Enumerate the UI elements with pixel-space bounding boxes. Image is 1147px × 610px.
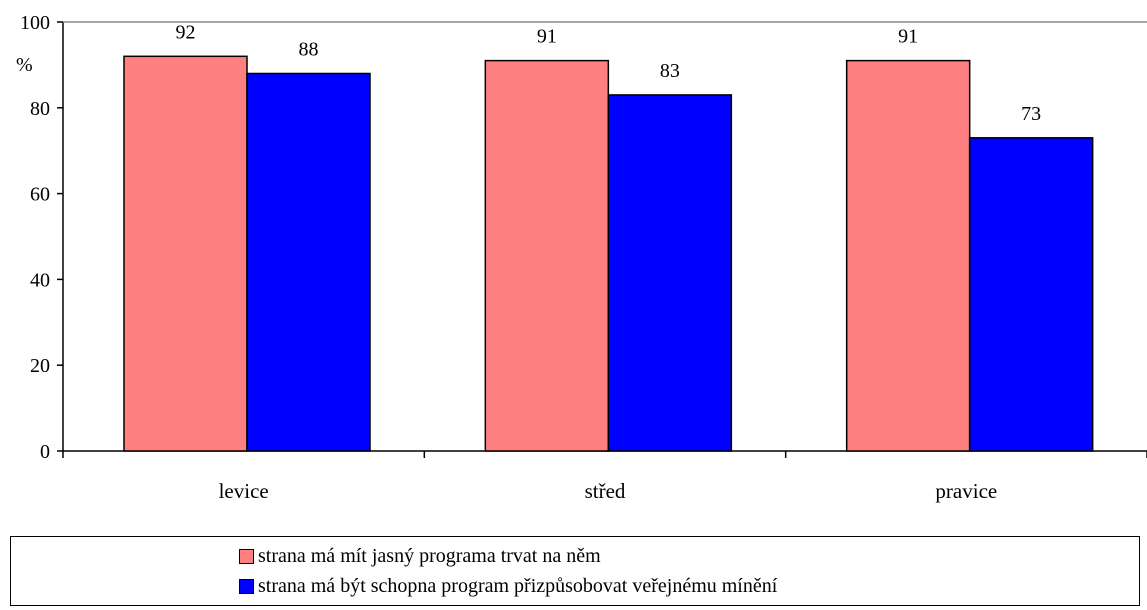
legend-item-series-1: strana má mít jasný programa trvat na ně… xyxy=(239,545,601,568)
bar-střed-series-1 xyxy=(484,59,610,452)
x-tick-label-střed: střed xyxy=(585,479,626,503)
y-tick-label-20: 20 xyxy=(30,355,50,377)
bar-levice-series-1 xyxy=(123,55,248,452)
legend: strana má mít jasný programa trvat na ně… xyxy=(10,536,1140,606)
x-tick-label-levice: levice xyxy=(219,479,269,503)
y-axis-unit-label: % xyxy=(16,54,33,76)
data-label-střed-series-1: 91 xyxy=(537,26,557,48)
x-tick-label-pravice: pravice xyxy=(935,479,997,503)
bar-chart: 0 20 40 60 80 100 92 88 levice 91 83 střed 91 73 prav… xyxy=(16,12,1147,503)
y-tick-label-40: 40 xyxy=(30,269,50,291)
y-tick-label-100: 100 xyxy=(20,12,50,34)
y-tick-label-60: 60 xyxy=(30,184,50,206)
y-tick-label-0: 0 xyxy=(40,441,50,463)
legend-item-series-2: strana má být schopna program přizpůsobo… xyxy=(239,575,777,598)
bar-pravice-series-1 xyxy=(845,59,971,452)
data-label-levice-series-1: 92 xyxy=(176,21,196,43)
data-label-pravice-series-2: 73 xyxy=(1021,103,1041,125)
legend-label-series-1: strana má mít jasný programa trvat na ně… xyxy=(258,545,601,567)
bar-levice-series-2 xyxy=(246,72,371,452)
legend-label-series-2: strana má být schopna program přizpůsobo… xyxy=(258,575,778,597)
y-tick-label-80: 80 xyxy=(30,98,50,120)
data-label-pravice-series-1: 91 xyxy=(898,26,918,48)
legend-swatch-series-1 xyxy=(239,549,254,564)
bar-střed-series-2 xyxy=(607,94,733,452)
data-label-levice-series-2: 88 xyxy=(299,38,319,60)
bar-pravice-series-2 xyxy=(968,137,1094,452)
legend-swatch-series-2 xyxy=(239,579,254,594)
data-label-střed-series-2: 83 xyxy=(660,60,680,82)
